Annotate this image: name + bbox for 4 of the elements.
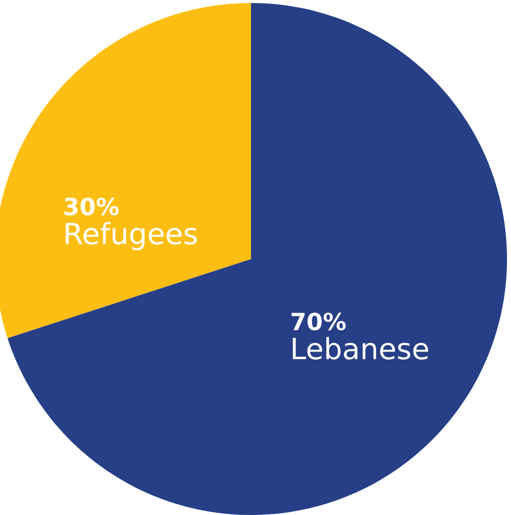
data-label: 30% bbox=[64, 198, 119, 216]
slice-label: Lebanese bbox=[292, 337, 428, 360]
slice-label: Refugees bbox=[66, 222, 197, 250]
data-label: 70% bbox=[292, 312, 346, 330]
